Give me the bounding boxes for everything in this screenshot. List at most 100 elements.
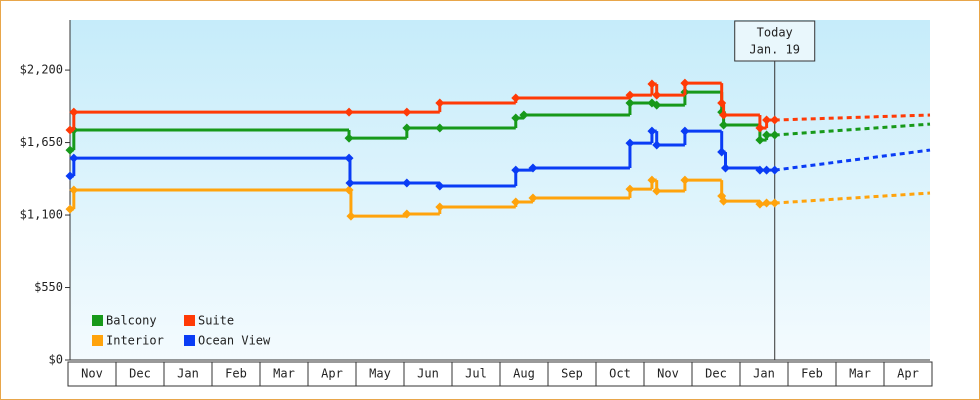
x-tick-label: Nov: [81, 367, 103, 381]
y-tick-label: $0: [49, 353, 63, 367]
data-point: [344, 153, 354, 163]
x-tick-label: Mar: [849, 367, 871, 381]
x-tick-label: Apr: [321, 367, 343, 381]
x-tick-label: Feb: [225, 367, 247, 381]
data-point: [652, 140, 662, 150]
data-point: [345, 178, 355, 188]
data-point: [680, 175, 690, 185]
data-point: [69, 185, 79, 195]
forecast-line: [774, 191, 931, 205]
data-point: [65, 204, 75, 214]
data-point: [402, 209, 412, 219]
data-point: [435, 202, 445, 212]
data-point: [762, 165, 772, 175]
data-point: [680, 126, 690, 136]
data-point: [65, 125, 75, 135]
data-point: [511, 197, 521, 207]
data-point: [755, 199, 765, 209]
data-point: [652, 90, 662, 100]
x-tick-label: Oct: [609, 367, 631, 381]
x-tick-label: May: [369, 367, 391, 381]
today-date: Jan. 19: [749, 43, 800, 57]
data-point: [511, 165, 521, 175]
data-point: [762, 115, 772, 125]
data-point: [652, 100, 662, 110]
data-point: [65, 145, 75, 155]
x-tick-label: Jul: [465, 367, 487, 381]
series: [65, 175, 931, 221]
data-point: [435, 98, 445, 108]
series: [65, 78, 931, 135]
data-point: [346, 211, 356, 221]
data-point: [647, 175, 657, 185]
y-tick-label: $550: [34, 280, 63, 294]
data-point: [65, 171, 75, 181]
data-point: [770, 165, 780, 175]
data-point: [344, 107, 354, 117]
series: [65, 126, 931, 191]
legend-label: Ocean View: [198, 334, 271, 348]
x-tick-label: Dec: [705, 367, 727, 381]
data-point: [344, 185, 354, 195]
forecast-line: [774, 122, 931, 137]
x-tick-label: Feb: [801, 367, 823, 381]
data-point: [519, 110, 529, 120]
legend-swatch: [184, 335, 195, 346]
data-point: [717, 147, 727, 157]
data-point: [719, 110, 729, 120]
today-box: [734, 20, 816, 62]
y-tick-label: $1,650: [20, 135, 63, 149]
x-tick-label: Dec: [129, 367, 151, 381]
x-tick-label: Apr: [897, 367, 919, 381]
data-point: [721, 163, 731, 173]
data-point: [719, 120, 729, 130]
data-point: [625, 90, 635, 100]
data-point: [762, 130, 772, 140]
data-point: [719, 196, 729, 206]
x-tick-label: Aug: [513, 367, 535, 381]
data-point: [755, 135, 765, 145]
data-point: [762, 198, 772, 208]
forecast-line: [774, 148, 931, 172]
data-point: [652, 186, 662, 196]
legend-label: Balcony: [106, 314, 157, 328]
data-point: [528, 193, 538, 203]
legend-swatch: [92, 315, 103, 326]
data-point: [402, 178, 412, 188]
data-point: [770, 198, 780, 208]
data-point: [625, 98, 635, 108]
data-point: [680, 78, 690, 88]
forecast-line: [774, 113, 931, 122]
x-tick-label: Jun: [417, 367, 439, 381]
data-point: [402, 123, 412, 133]
data-point: [625, 138, 635, 148]
data-point: [625, 184, 635, 194]
today-label: Today: [757, 26, 793, 40]
data-point: [528, 163, 538, 173]
data-point: [755, 165, 765, 175]
legend-label: Suite: [198, 314, 234, 328]
y-tick-label: $2,200: [20, 63, 63, 77]
data-point: [435, 181, 445, 191]
data-point: [755, 123, 765, 133]
legend-swatch: [92, 335, 103, 346]
legend-label: Interior: [106, 334, 164, 348]
data-point: [69, 107, 79, 117]
x-tick-label: Sep: [561, 367, 583, 381]
data-point: [402, 107, 412, 117]
data-point: [435, 123, 445, 133]
data-point: [344, 133, 354, 143]
data-point: [717, 98, 727, 108]
data-point: [770, 115, 780, 125]
data-point: [511, 113, 521, 123]
x-tick-label: Mar: [273, 367, 295, 381]
x-tick-label: Nov: [657, 367, 679, 381]
legend-swatch: [184, 315, 195, 326]
data-point: [511, 93, 521, 103]
y-tick-label: $1,100: [20, 208, 63, 222]
x-tick-label: Jan: [177, 367, 199, 381]
data-point: [69, 153, 79, 163]
x-tick-label: Jan: [753, 367, 775, 381]
data-point: [770, 130, 780, 140]
